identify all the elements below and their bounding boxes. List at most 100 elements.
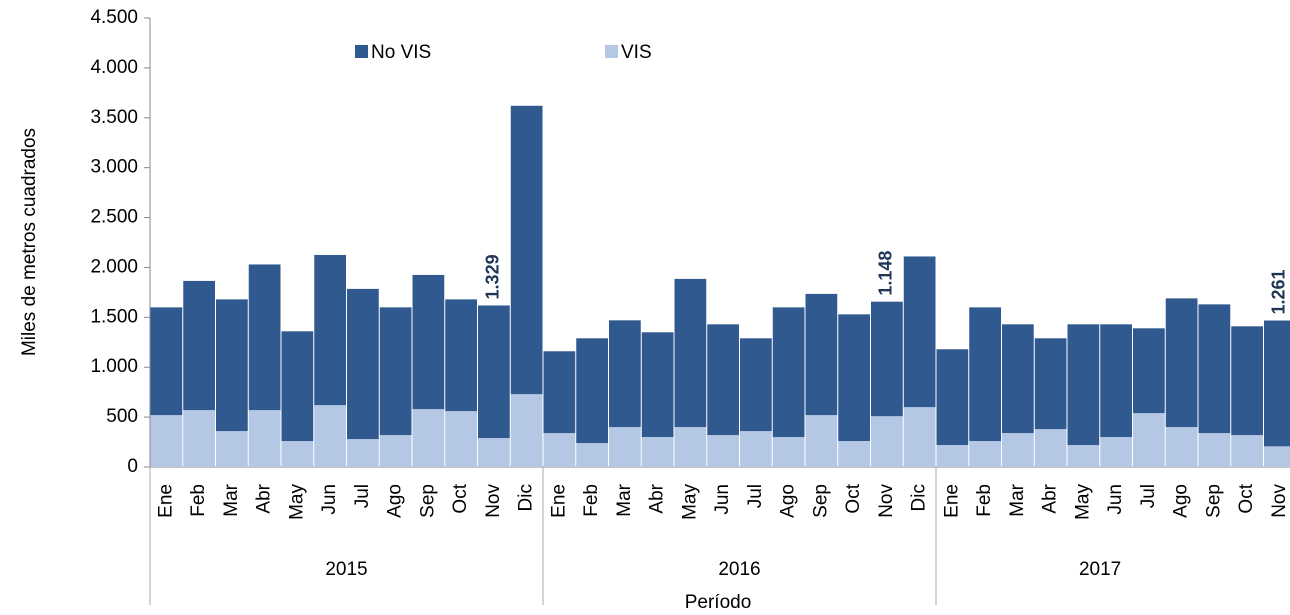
bar-segment — [150, 307, 183, 416]
bar-segment — [150, 415, 183, 467]
bar-segment — [478, 438, 510, 467]
x-tick-label: Ene — [548, 484, 569, 518]
bar-segment — [707, 324, 739, 436]
bar-segment — [1231, 326, 1263, 436]
bar-segment — [576, 338, 608, 444]
value-label: 1.148 — [876, 251, 896, 296]
bar-segment — [183, 280, 215, 411]
y-tick-label: 500 — [106, 406, 138, 427]
bar-segment — [1067, 445, 1100, 467]
legend-swatch — [355, 45, 368, 58]
bar-segment — [707, 435, 739, 467]
x-tick-label: Ago — [778, 484, 799, 518]
bar-segment — [248, 410, 281, 467]
bar-segment — [1165, 298, 1198, 428]
y-axis-title: Miles de metros cuadrados — [19, 128, 40, 356]
bar-segment — [445, 411, 477, 467]
bar-segment — [1198, 304, 1231, 434]
x-tick-label: Mar — [614, 483, 635, 516]
bar-segment — [674, 427, 707, 467]
bar-segment — [871, 301, 903, 417]
x-tick-label: Oct — [450, 483, 471, 513]
bar-segment — [1100, 437, 1132, 467]
bar-segment — [379, 435, 412, 467]
bar-segment — [1198, 433, 1231, 467]
bar-segment — [510, 394, 543, 467]
bar-segment — [772, 307, 805, 438]
bar-segment — [609, 427, 641, 467]
bar-segment — [281, 441, 314, 467]
x-tick-label: Dic — [516, 484, 537, 511]
bar-segment — [281, 331, 314, 442]
x-tick-label: Jul — [745, 484, 766, 508]
value-label: 1.329 — [483, 254, 503, 299]
bar-segment — [445, 299, 477, 412]
y-tick-label: 1.000 — [90, 356, 138, 377]
bar-segment — [969, 441, 1001, 467]
bar-segment — [510, 105, 543, 395]
bar-segment — [1133, 413, 1165, 467]
bar-segment — [314, 405, 346, 467]
x-axis-title: Período — [685, 592, 752, 613]
bar-segment — [1034, 429, 1067, 467]
bar-segment — [838, 441, 870, 467]
bar-segment — [805, 293, 838, 416]
x-tick-label: Jul — [1138, 484, 1159, 508]
x-tick-label: Sep — [1203, 484, 1224, 518]
value-label: 1.261 — [1269, 269, 1289, 314]
y-tick-label: 2.500 — [90, 207, 138, 228]
y-tick-label: 3.500 — [90, 107, 138, 128]
bar-segment — [216, 299, 248, 432]
x-tick-label: Jun — [1105, 484, 1126, 515]
group-label: 2015 — [325, 559, 367, 580]
y-tick-label: 4.000 — [90, 57, 138, 78]
x-tick-label: Abr — [254, 483, 275, 513]
bar-segment — [412, 274, 445, 410]
x-tick-label: May — [286, 484, 307, 520]
bar-segment — [412, 409, 445, 467]
bar-segment — [740, 338, 772, 432]
x-tick-label: Oct — [843, 483, 864, 513]
bar-segment — [543, 433, 576, 467]
bar-segment — [936, 445, 969, 467]
bar-segment — [576, 443, 608, 467]
bar-segment — [969, 307, 1001, 442]
bar-segment — [347, 439, 379, 467]
x-tick-label: Nov — [1269, 484, 1290, 518]
bar-segment — [379, 307, 412, 436]
legend-label: VIS — [621, 42, 652, 63]
x-tick-label: Dic — [909, 484, 930, 511]
bar-segment — [641, 437, 674, 467]
bar-segment — [1264, 320, 1290, 447]
bar-segment — [903, 256, 936, 408]
y-tick-label: 4.500 — [90, 7, 138, 28]
x-tick-label: Ago — [1171, 484, 1192, 518]
bar-segment — [248, 264, 281, 411]
x-tick-label: Ago — [385, 484, 406, 518]
bar-segment — [1002, 324, 1034, 434]
x-tick-label: Nov — [483, 484, 504, 518]
bar-segment — [1034, 338, 1067, 430]
x-tick-label: Mar — [1007, 483, 1028, 516]
bar-segment — [903, 407, 936, 467]
bar-segment — [805, 415, 838, 467]
bar-segment — [740, 431, 772, 467]
x-tick-label: Feb — [974, 484, 995, 517]
bar-segment — [674, 278, 707, 428]
y-tick-label: 1.500 — [90, 306, 138, 327]
x-tick-label: May — [1072, 484, 1093, 520]
x-tick-label: Jul — [352, 484, 373, 508]
y-tick-label: 2.000 — [90, 256, 138, 277]
x-tick-label: Feb — [188, 484, 209, 517]
x-tick-label: Abr — [1040, 483, 1061, 513]
bar-segment — [1264, 446, 1290, 467]
bar-segment — [772, 437, 805, 467]
x-tick-label: Sep — [810, 484, 831, 518]
x-tick-label: Ene — [941, 484, 962, 518]
y-tick-label: 0 — [127, 456, 138, 477]
bar-segment — [936, 349, 969, 446]
bar-segment — [609, 320, 641, 428]
bar-segment — [1231, 435, 1263, 467]
group-label: 2016 — [718, 559, 760, 580]
x-tick-label: Abr — [647, 483, 668, 513]
